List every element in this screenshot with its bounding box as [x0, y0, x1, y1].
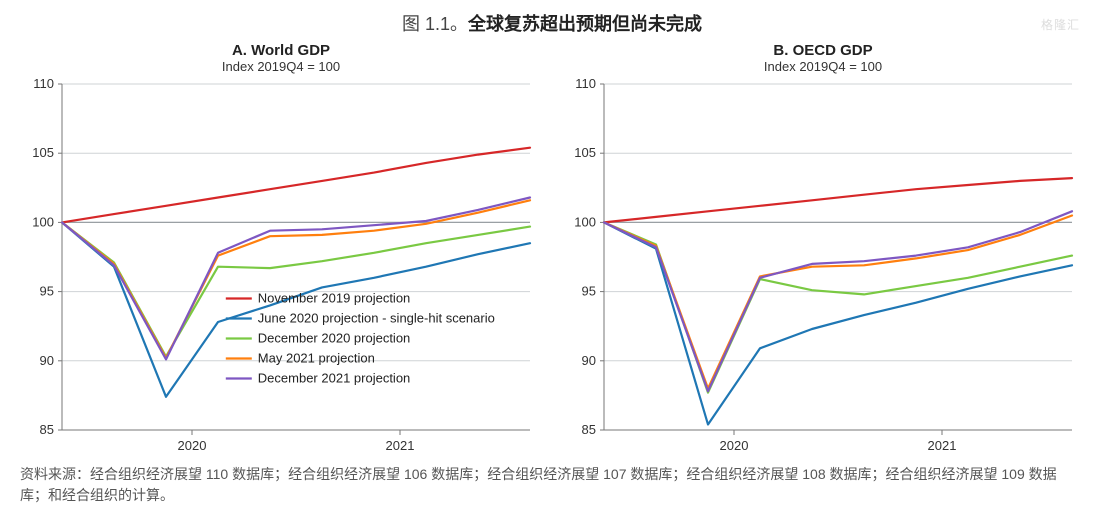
svg-text:90: 90: [40, 353, 54, 368]
figure-prefix: 图 1.1。: [402, 14, 468, 34]
figure-title: 图 1.1。全球复苏超出预期但尚未完成: [20, 10, 1084, 36]
svg-text:90: 90: [582, 353, 596, 368]
svg-text:85: 85: [40, 422, 54, 437]
svg-text:2021: 2021: [386, 438, 415, 453]
panels-row: A. World GDP Index 2019Q4 = 100 85 90 95 10…: [20, 42, 1084, 458]
svg-text:110: 110: [33, 78, 54, 91]
svg-text:December 2021 projection: December 2021 projection: [258, 371, 410, 386]
svg-text:105: 105: [574, 145, 596, 160]
panel-subtitle-oecd: Index 2019Q4 = 100: [562, 59, 1084, 74]
footnote: 资料来源：经合组织经济展望 110 数据库；经合组织经济展望 106 数据库；经…: [20, 464, 1084, 506]
figure-title-text: 全球复苏超出预期但尚未完成: [468, 14, 702, 34]
panel-title-oecd: B. OECD GDP: [562, 42, 1084, 59]
panel-subtitle-world: Index 2019Q4 = 100: [20, 59, 542, 74]
watermark: 格隆汇: [1041, 16, 1080, 33]
svg-text:2020: 2020: [720, 438, 749, 453]
svg-text:110: 110: [575, 78, 596, 91]
svg-text:2021: 2021: [928, 438, 957, 453]
svg-text:100: 100: [574, 214, 596, 229]
svg-text:95: 95: [40, 284, 54, 299]
svg-text:85: 85: [582, 422, 596, 437]
panel-oecd: B. OECD GDP Index 2019Q4 = 100 85 90 95 100…: [562, 42, 1084, 458]
chart-oecd: 85 90 95 100 105 110 2020 2021: [562, 78, 1082, 458]
chart-world: 85 90 95 100 105 110 2020 2021 November 2019 pro…: [20, 78, 540, 458]
svg-text:December 2020 projection: December 2020 projection: [258, 331, 410, 346]
svg-text:95: 95: [582, 284, 596, 299]
svg-text:June 2020 projection - single-: June 2020 projection - single-hit scenar…: [258, 311, 495, 326]
svg-text:105: 105: [32, 145, 54, 160]
svg-text:100: 100: [32, 214, 54, 229]
panel-title-world: A. World GDP: [20, 42, 542, 59]
svg-text:2020: 2020: [178, 438, 207, 453]
svg-text:May 2021 projection: May 2021 projection: [258, 351, 375, 366]
panel-world: A. World GDP Index 2019Q4 = 100 85 90 95 10…: [20, 42, 542, 458]
svg-text:November 2019 projection: November 2019 projection: [258, 291, 410, 306]
